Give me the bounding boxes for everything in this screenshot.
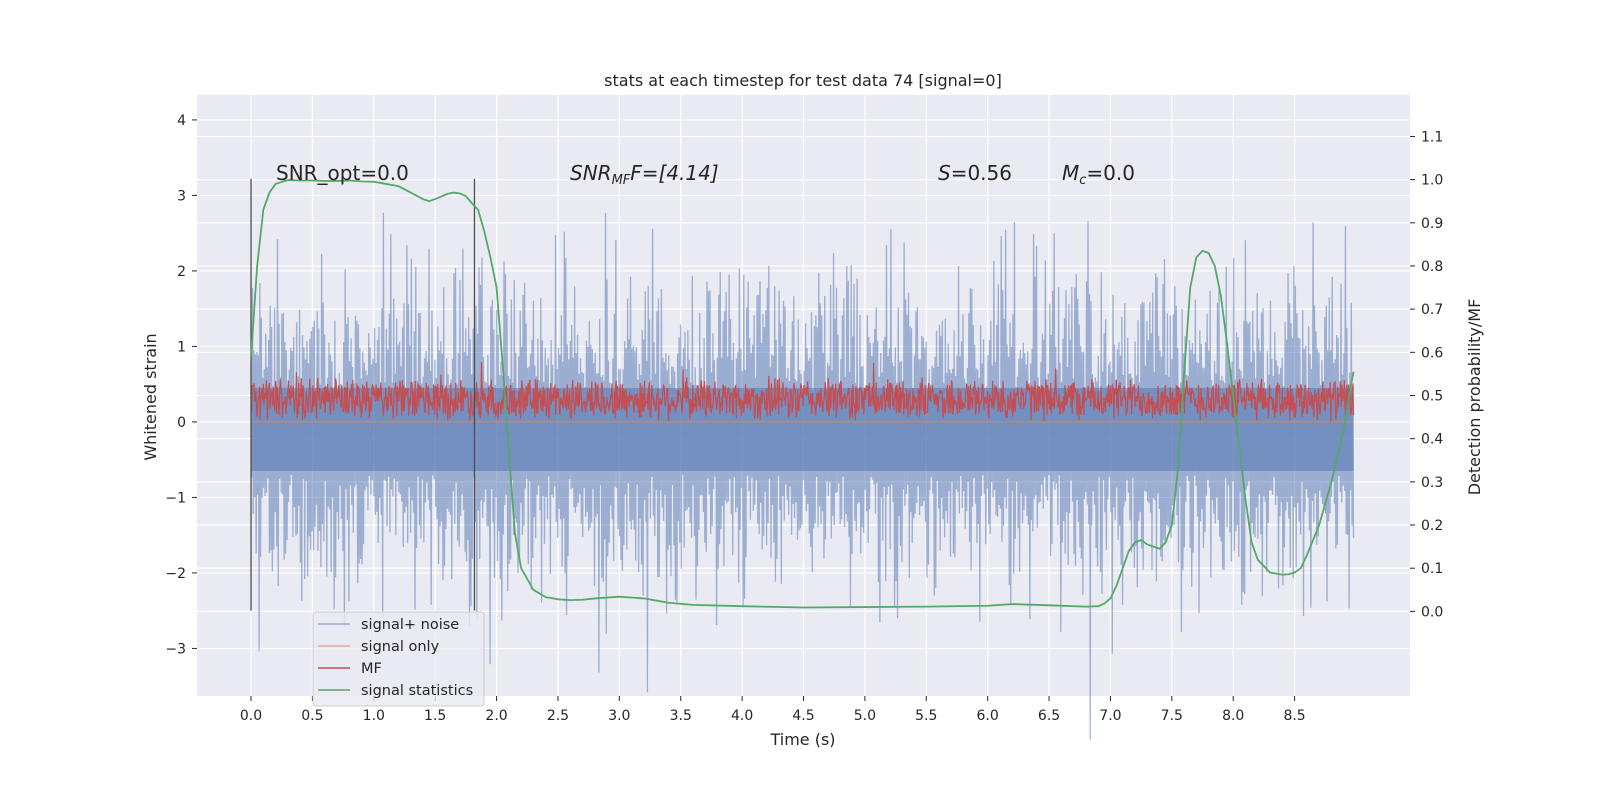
legend-label-signal-only: signal only bbox=[361, 639, 440, 655]
y-tick-label: 4 bbox=[177, 113, 186, 129]
y-tick-label: 3 bbox=[177, 188, 186, 204]
chart-title: stats at each timestep for test data 74 … bbox=[604, 71, 1002, 90]
legend: signal+ noise signal only MF signal stat… bbox=[312, 611, 485, 707]
annotation-snr-mf: SNRMFF=[4.14] bbox=[570, 161, 719, 188]
x-tick-label: 5.0 bbox=[854, 708, 876, 724]
annotation-mc: Mc=0.0 bbox=[1062, 161, 1135, 188]
y2-tick-label: 1.1 bbox=[1421, 129, 1443, 145]
annotation-snr-opt: SNR_opt=0.0 bbox=[276, 161, 409, 185]
y2-tick-label: 0.7 bbox=[1421, 302, 1443, 318]
x-tick-label: 6.5 bbox=[1038, 708, 1060, 724]
y-tick-label: −2 bbox=[165, 566, 186, 582]
vertical-markers bbox=[250, 178, 476, 611]
x-tick-label: 2.5 bbox=[547, 708, 569, 724]
x-tick-label: 6.0 bbox=[977, 708, 999, 724]
y-axis-left: 4 3 2 1 0 −1 −2 −3 bbox=[165, 113, 197, 657]
y2-tick-label: 0.2 bbox=[1421, 518, 1443, 534]
y-tick-label: 1 bbox=[177, 339, 186, 355]
y-axis-right: 1.1 1.0 0.9 0.8 0.7 0.6 0.5 0.4 0.3 0.2 0.1 0.0 bbox=[1410, 129, 1443, 620]
x-tick-label: 7.0 bbox=[1099, 708, 1121, 724]
annotation-s: S=0.56 bbox=[938, 161, 1012, 185]
y2-tick-label: 1.0 bbox=[1421, 173, 1443, 189]
annotation-snr-mf-label: SNR bbox=[570, 161, 612, 185]
y2-tick-label: 0.0 bbox=[1421, 604, 1443, 620]
x-tick-label: 4.0 bbox=[731, 708, 753, 724]
series-signal-statistics bbox=[250, 179, 1355, 609]
series-mf bbox=[250, 362, 1355, 422]
y2-tick-label: 0.6 bbox=[1421, 345, 1443, 361]
x-tick-label: 8.5 bbox=[1283, 708, 1305, 724]
x-tick-label: 5.5 bbox=[915, 708, 937, 724]
y2-tick-label: 0.3 bbox=[1421, 475, 1443, 491]
x-tick-label: 7.5 bbox=[1161, 708, 1183, 724]
x-tick-label: 3.0 bbox=[608, 708, 630, 724]
legend-label-signal-plus-noise: signal+ noise bbox=[361, 617, 459, 633]
series-line-mf bbox=[250, 362, 1355, 422]
legend-label-mf: MF bbox=[361, 661, 382, 677]
annotation-mc-value: =0.0 bbox=[1086, 161, 1135, 185]
y-tick-label: 2 bbox=[177, 264, 186, 280]
x-tick-label: 4.5 bbox=[792, 708, 814, 724]
plot-series bbox=[250, 178, 1355, 740]
x-tick-label: 1.5 bbox=[424, 708, 446, 724]
x-tick-label: 1.0 bbox=[363, 708, 385, 724]
annotation-mc-sub: c bbox=[1079, 173, 1086, 188]
y2-tick-label: 0.4 bbox=[1421, 432, 1443, 448]
x-tick-label: 3.5 bbox=[670, 708, 692, 724]
x-axis: 0.0 0.5 1.0 1.5 2.0 2.5 3.0 3.5 4.0 4.5 5.0 5.5 6.0 6… bbox=[240, 696, 1306, 724]
annotation-snr-mf-value-f: F=[4.14] bbox=[630, 161, 718, 185]
y2-axis-label: Detection probability/MF bbox=[1465, 299, 1484, 496]
x-tick-label: 0.0 bbox=[240, 708, 262, 724]
y2-tick-label: 0.9 bbox=[1421, 216, 1443, 232]
y-tick-label: 0 bbox=[177, 415, 186, 431]
x-tick-label: 8.0 bbox=[1222, 708, 1244, 724]
y2-tick-label: 0.1 bbox=[1421, 561, 1443, 577]
legend-label-signal-statistics: signal statistics bbox=[361, 683, 473, 699]
x-tick-label: 0.5 bbox=[301, 708, 323, 724]
legend-box bbox=[312, 611, 485, 707]
annotation-snr-mf-sub: MF bbox=[612, 173, 631, 188]
y2-tick-label: 0.8 bbox=[1421, 259, 1443, 275]
y-tick-label: −1 bbox=[165, 490, 186, 506]
annotation-s-value: =0.56 bbox=[951, 161, 1012, 185]
y-tick-label: −3 bbox=[165, 641, 186, 657]
y-axis-label: Whitened strain bbox=[141, 333, 160, 460]
x-tick-label: 2.0 bbox=[485, 708, 507, 724]
annotation-s-label: S bbox=[938, 161, 951, 185]
y2-tick-label: 0.5 bbox=[1421, 389, 1443, 405]
series-line-signal-statistics bbox=[250, 179, 1355, 609]
annotation-mc-label: M bbox=[1062, 161, 1079, 185]
x-axis-label: Time (s) bbox=[769, 730, 835, 749]
